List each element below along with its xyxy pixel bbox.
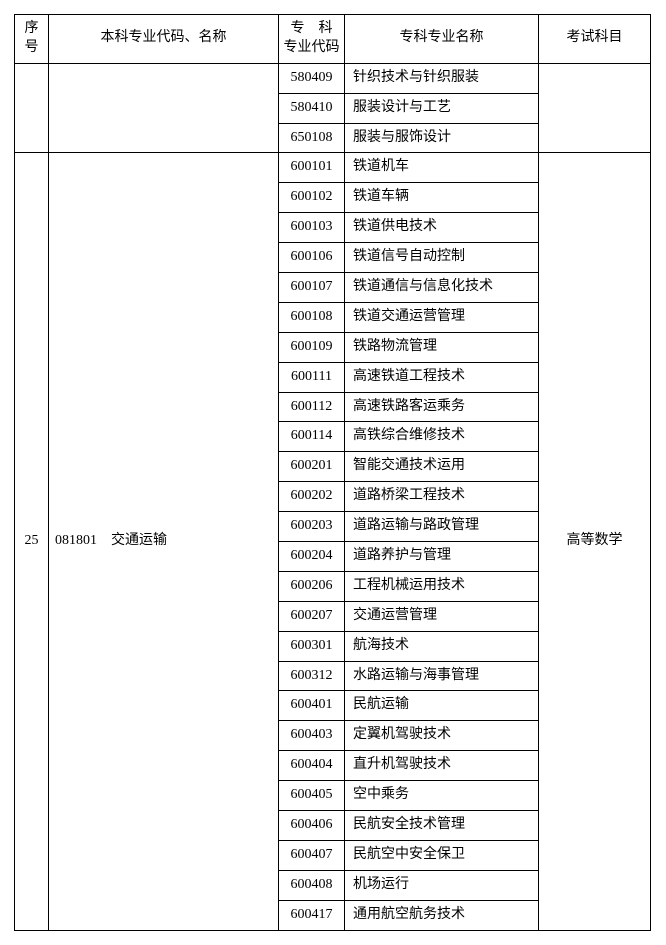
spec-code-cell: 600203	[279, 512, 345, 542]
spec-code-cell: 600301	[279, 631, 345, 661]
spec-code-cell: 600417	[279, 900, 345, 930]
exam-cell	[539, 63, 651, 153]
header-seq: 序号	[15, 15, 49, 64]
spec-name-cell: 铁路物流管理	[345, 332, 539, 362]
spec-name-cell: 铁道交通运营管理	[345, 302, 539, 332]
header-spec-name: 专科专业名称	[345, 15, 539, 64]
spec-name-cell: 服装设计与工艺	[345, 93, 539, 123]
spec-code-cell: 600109	[279, 332, 345, 362]
major-cell	[49, 63, 279, 153]
spec-name-cell: 智能交通技术运用	[345, 452, 539, 482]
spec-name-cell: 铁道信号自动控制	[345, 243, 539, 273]
spec-name-cell: 铁道通信与信息化技术	[345, 273, 539, 303]
header-major: 本科专业代码、名称	[49, 15, 279, 64]
spec-name-cell: 机场运行	[345, 870, 539, 900]
spec-code-cell: 600114	[279, 422, 345, 452]
spec-name-cell: 民航运输	[345, 691, 539, 721]
exam-cell: 高等数学	[539, 153, 651, 930]
spec-name-cell: 铁道机车	[345, 153, 539, 183]
spec-name-cell: 通用航空航务技术	[345, 900, 539, 930]
spec-name-cell: 航海技术	[345, 631, 539, 661]
spec-code-cell: 600207	[279, 601, 345, 631]
table-row: 580409针织技术与针织服装	[15, 63, 651, 93]
spec-name-cell: 交通运营管理	[345, 601, 539, 631]
spec-name-cell: 定翼机驾驶技术	[345, 721, 539, 751]
table-row: 25081801 交通运输600101铁道机车高等数学	[15, 153, 651, 183]
spec-name-cell: 工程机械运用技术	[345, 571, 539, 601]
spec-code-cell: 600206	[279, 571, 345, 601]
spec-code-cell: 600112	[279, 392, 345, 422]
spec-code-cell: 600403	[279, 721, 345, 751]
spec-name-cell: 铁道车辆	[345, 183, 539, 213]
spec-code-cell: 600101	[279, 153, 345, 183]
seq-cell: 25	[15, 153, 49, 930]
spec-code-cell: 580409	[279, 63, 345, 93]
spec-code-cell: 600107	[279, 273, 345, 303]
spec-name-cell: 道路运输与路政管理	[345, 512, 539, 542]
spec-name-cell: 高铁综合维修技术	[345, 422, 539, 452]
spec-code-cell: 600404	[279, 751, 345, 781]
header-row: 序号 本科专业代码、名称 专 科 专业代码 专科专业名称 考试科目	[15, 15, 651, 64]
spec-name-cell: 民航安全技术管理	[345, 811, 539, 841]
spec-name-cell: 民航空中安全保卫	[345, 840, 539, 870]
spec-code-cell: 600111	[279, 362, 345, 392]
spec-code-cell: 600401	[279, 691, 345, 721]
spec-name-cell: 道路养护与管理	[345, 542, 539, 572]
spec-name-cell: 服装与服饰设计	[345, 123, 539, 153]
spec-name-cell: 铁道供电技术	[345, 213, 539, 243]
spec-code-cell: 600408	[279, 870, 345, 900]
spec-code-cell: 650108	[279, 123, 345, 153]
major-cell: 081801 交通运输	[49, 153, 279, 930]
spec-code-cell: 600312	[279, 661, 345, 691]
spec-code-cell: 600407	[279, 840, 345, 870]
spec-code-cell: 600405	[279, 781, 345, 811]
spec-code-cell: 600108	[279, 302, 345, 332]
spec-code-cell: 580410	[279, 93, 345, 123]
spec-code-cell: 600406	[279, 811, 345, 841]
majors-table: 序号 本科专业代码、名称 专 科 专业代码 专科专业名称 考试科目 580409…	[14, 14, 651, 931]
header-exam: 考试科目	[539, 15, 651, 64]
spec-code-cell: 600103	[279, 213, 345, 243]
spec-name-cell: 针织技术与针织服装	[345, 63, 539, 93]
header-spec-code: 专 科 专业代码	[279, 15, 345, 64]
seq-cell	[15, 63, 49, 153]
spec-code-cell: 600102	[279, 183, 345, 213]
spec-code-cell: 600202	[279, 482, 345, 512]
spec-name-cell: 高速铁路客运乘务	[345, 392, 539, 422]
spec-name-cell: 直升机驾驶技术	[345, 751, 539, 781]
spec-code-cell: 600201	[279, 452, 345, 482]
spec-name-cell: 道路桥梁工程技术	[345, 482, 539, 512]
spec-code-cell: 600204	[279, 542, 345, 572]
spec-name-cell: 空中乘务	[345, 781, 539, 811]
spec-name-cell: 水路运输与海事管理	[345, 661, 539, 691]
spec-code-cell: 600106	[279, 243, 345, 273]
spec-name-cell: 高速铁道工程技术	[345, 362, 539, 392]
